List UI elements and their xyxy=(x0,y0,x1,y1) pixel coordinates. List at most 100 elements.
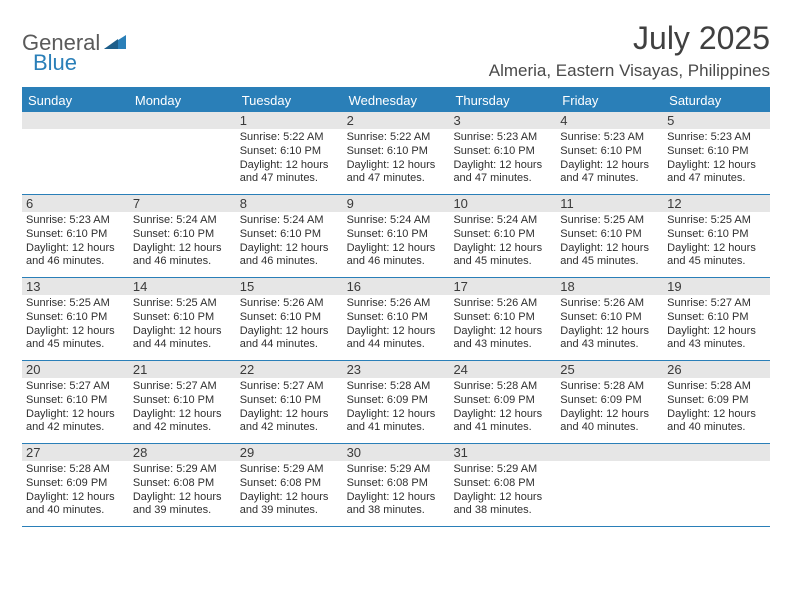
sunset-text: Sunset: 6:10 PM xyxy=(240,228,339,242)
day-body: Sunrise: 5:29 AMSunset: 6:08 PMDaylight:… xyxy=(449,461,556,526)
calendar-cell: 22Sunrise: 5:27 AMSunset: 6:10 PMDayligh… xyxy=(236,361,343,443)
day-body: Sunrise: 5:26 AMSunset: 6:10 PMDaylight:… xyxy=(343,295,450,360)
sunset-text: Sunset: 6:10 PM xyxy=(560,145,659,159)
daylight-text: Daylight: 12 hours and 38 minutes. xyxy=(453,491,552,519)
sunset-text: Sunset: 6:10 PM xyxy=(453,311,552,325)
sunrise-text: Sunrise: 5:23 AM xyxy=(26,214,125,228)
daylight-text: Daylight: 12 hours and 43 minutes. xyxy=(453,325,552,353)
day-number: 9 xyxy=(343,195,450,212)
sunset-text: Sunset: 6:10 PM xyxy=(667,145,766,159)
sunrise-text: Sunrise: 5:23 AM xyxy=(453,131,552,145)
calendar-cell: 11Sunrise: 5:25 AMSunset: 6:10 PMDayligh… xyxy=(556,195,663,277)
day-body: Sunrise: 5:25 AMSunset: 6:10 PMDaylight:… xyxy=(129,295,236,360)
sunrise-text: Sunrise: 5:25 AM xyxy=(667,214,766,228)
calendar-week: 6Sunrise: 5:23 AMSunset: 6:10 PMDaylight… xyxy=(22,195,770,278)
daylight-text: Daylight: 12 hours and 47 minutes. xyxy=(453,159,552,187)
daylight-text: Daylight: 12 hours and 41 minutes. xyxy=(347,408,446,436)
daylight-text: Daylight: 12 hours and 46 minutes. xyxy=(133,242,232,270)
sunrise-text: Sunrise: 5:29 AM xyxy=(133,463,232,477)
daylight-text: Daylight: 12 hours and 45 minutes. xyxy=(453,242,552,270)
dow-sunday: Sunday xyxy=(22,89,129,112)
calendar-cell: 25Sunrise: 5:28 AMSunset: 6:09 PMDayligh… xyxy=(556,361,663,443)
day-body: Sunrise: 5:23 AMSunset: 6:10 PMDaylight:… xyxy=(22,212,129,277)
calendar-cell: 7Sunrise: 5:24 AMSunset: 6:10 PMDaylight… xyxy=(129,195,236,277)
sunrise-text: Sunrise: 5:28 AM xyxy=(347,380,446,394)
daylight-text: Daylight: 12 hours and 44 minutes. xyxy=(240,325,339,353)
day-number: 23 xyxy=(343,361,450,378)
calendar-cell: 27Sunrise: 5:28 AMSunset: 6:09 PMDayligh… xyxy=(22,444,129,526)
day-number: 4 xyxy=(556,112,663,129)
dow-tuesday: Tuesday xyxy=(236,89,343,112)
calendar-cell xyxy=(663,444,770,526)
sunrise-text: Sunrise: 5:23 AM xyxy=(667,131,766,145)
daylight-text: Daylight: 12 hours and 43 minutes. xyxy=(560,325,659,353)
month-title: July 2025 xyxy=(489,20,770,57)
calendar-cell: 5Sunrise: 5:23 AMSunset: 6:10 PMDaylight… xyxy=(663,112,770,194)
sunrise-text: Sunrise: 5:22 AM xyxy=(347,131,446,145)
brand-triangle-icon xyxy=(104,33,126,54)
day-number: 13 xyxy=(22,278,129,295)
calendar-week: 20Sunrise: 5:27 AMSunset: 6:10 PMDayligh… xyxy=(22,361,770,444)
daylight-text: Daylight: 12 hours and 39 minutes. xyxy=(240,491,339,519)
day-body: Sunrise: 5:27 AMSunset: 6:10 PMDaylight:… xyxy=(129,378,236,443)
sunrise-text: Sunrise: 5:29 AM xyxy=(240,463,339,477)
day-number: 27 xyxy=(22,444,129,461)
dow-monday: Monday xyxy=(129,89,236,112)
daylight-text: Daylight: 12 hours and 45 minutes. xyxy=(26,325,125,353)
calendar-cell: 19Sunrise: 5:27 AMSunset: 6:10 PMDayligh… xyxy=(663,278,770,360)
sunset-text: Sunset: 6:10 PM xyxy=(347,145,446,159)
daylight-text: Daylight: 12 hours and 47 minutes. xyxy=(667,159,766,187)
sunrise-text: Sunrise: 5:25 AM xyxy=(133,297,232,311)
day-body: Sunrise: 5:29 AMSunset: 6:08 PMDaylight:… xyxy=(236,461,343,526)
sunrise-text: Sunrise: 5:28 AM xyxy=(26,463,125,477)
day-body: Sunrise: 5:29 AMSunset: 6:08 PMDaylight:… xyxy=(343,461,450,526)
day-body: Sunrise: 5:28 AMSunset: 6:09 PMDaylight:… xyxy=(22,461,129,526)
day-number: 11 xyxy=(556,195,663,212)
day-number: 2 xyxy=(343,112,450,129)
sunrise-text: Sunrise: 5:24 AM xyxy=(133,214,232,228)
sunset-text: Sunset: 6:10 PM xyxy=(26,311,125,325)
day-body: Sunrise: 5:28 AMSunset: 6:09 PMDaylight:… xyxy=(556,378,663,443)
day-body: Sunrise: 5:23 AMSunset: 6:10 PMDaylight:… xyxy=(663,129,770,194)
calendar-cell: 15Sunrise: 5:26 AMSunset: 6:10 PMDayligh… xyxy=(236,278,343,360)
sunrise-text: Sunrise: 5:29 AM xyxy=(347,463,446,477)
day-body: Sunrise: 5:25 AMSunset: 6:10 PMDaylight:… xyxy=(22,295,129,360)
sunrise-text: Sunrise: 5:23 AM xyxy=(560,131,659,145)
day-number: 16 xyxy=(343,278,450,295)
calendar-cell: 29Sunrise: 5:29 AMSunset: 6:08 PMDayligh… xyxy=(236,444,343,526)
sunset-text: Sunset: 6:10 PM xyxy=(347,228,446,242)
sunset-text: Sunset: 6:10 PM xyxy=(560,228,659,242)
sunset-text: Sunset: 6:10 PM xyxy=(133,228,232,242)
calendar-cell: 13Sunrise: 5:25 AMSunset: 6:10 PMDayligh… xyxy=(22,278,129,360)
sunrise-text: Sunrise: 5:27 AM xyxy=(26,380,125,394)
day-body: Sunrise: 5:28 AMSunset: 6:09 PMDaylight:… xyxy=(449,378,556,443)
daylight-text: Daylight: 12 hours and 44 minutes. xyxy=(347,325,446,353)
daylight-text: Daylight: 12 hours and 46 minutes. xyxy=(26,242,125,270)
sunrise-text: Sunrise: 5:27 AM xyxy=(133,380,232,394)
daylight-text: Daylight: 12 hours and 45 minutes. xyxy=(560,242,659,270)
sunrise-text: Sunrise: 5:27 AM xyxy=(240,380,339,394)
day-body xyxy=(22,129,129,189)
sunset-text: Sunset: 6:10 PM xyxy=(453,228,552,242)
day-body: Sunrise: 5:29 AMSunset: 6:08 PMDaylight:… xyxy=(129,461,236,526)
sunset-text: Sunset: 6:10 PM xyxy=(240,311,339,325)
calendar-cell: 16Sunrise: 5:26 AMSunset: 6:10 PMDayligh… xyxy=(343,278,450,360)
calendar-week: 13Sunrise: 5:25 AMSunset: 6:10 PMDayligh… xyxy=(22,278,770,361)
calendar-cell: 6Sunrise: 5:23 AMSunset: 6:10 PMDaylight… xyxy=(22,195,129,277)
calendar-cell: 4Sunrise: 5:23 AMSunset: 6:10 PMDaylight… xyxy=(556,112,663,194)
calendar-cell: 10Sunrise: 5:24 AMSunset: 6:10 PMDayligh… xyxy=(449,195,556,277)
dow-saturday: Saturday xyxy=(663,89,770,112)
sunset-text: Sunset: 6:10 PM xyxy=(26,228,125,242)
calendar-week: 1Sunrise: 5:22 AMSunset: 6:10 PMDaylight… xyxy=(22,112,770,195)
calendar-cell: 21Sunrise: 5:27 AMSunset: 6:10 PMDayligh… xyxy=(129,361,236,443)
day-number: 14 xyxy=(129,278,236,295)
sunrise-text: Sunrise: 5:22 AM xyxy=(240,131,339,145)
day-body: Sunrise: 5:28 AMSunset: 6:09 PMDaylight:… xyxy=(343,378,450,443)
calendar-cell: 31Sunrise: 5:29 AMSunset: 6:08 PMDayligh… xyxy=(449,444,556,526)
sunset-text: Sunset: 6:10 PM xyxy=(240,145,339,159)
calendar-cell: 30Sunrise: 5:29 AMSunset: 6:08 PMDayligh… xyxy=(343,444,450,526)
calendar-cell xyxy=(22,112,129,194)
day-body xyxy=(129,129,236,189)
day-number: 20 xyxy=(22,361,129,378)
calendar-cell: 17Sunrise: 5:26 AMSunset: 6:10 PMDayligh… xyxy=(449,278,556,360)
